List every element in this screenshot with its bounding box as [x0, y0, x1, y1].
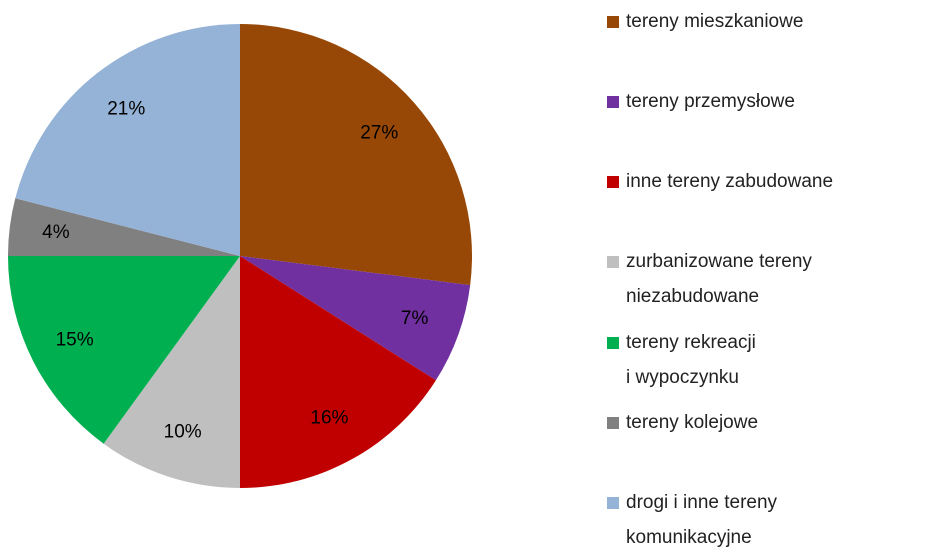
pie-slice: [240, 24, 473, 286]
legend-label: tereny przemysłowe: [626, 91, 795, 112]
data-label: 4%: [42, 222, 70, 243]
legend-label: tereny rekreacji i wypoczynku: [626, 332, 756, 388]
legend-swatch: [607, 176, 619, 188]
pie-slice: [103, 256, 240, 488]
data-label: 21%: [107, 98, 145, 119]
pie-slice: [240, 256, 436, 488]
legend-label: tereny mieszkaniowe: [626, 11, 804, 32]
legend-swatch: [607, 16, 619, 28]
legend-swatch: [607, 417, 619, 429]
pie-slice: [8, 198, 240, 256]
legend-label: zurbanizowane tereny niezabudowane: [626, 251, 812, 307]
data-label: 10%: [164, 422, 202, 443]
data-label: 16%: [310, 408, 348, 429]
pie-slice: [7, 256, 240, 444]
data-label: 27%: [360, 122, 398, 143]
legend-label: inne tereny zabudowane: [626, 171, 834, 192]
pie-slice: [15, 24, 240, 256]
legend-swatch: [607, 256, 619, 268]
data-label: 7%: [401, 308, 429, 329]
legend-swatch: [607, 96, 619, 108]
chart: 27% 7% 16% 10% 15% 4% 21%: [7, 24, 473, 488]
legend-label: drogi i inne tereny komunikacyjne: [626, 492, 778, 548]
data-label: 15%: [56, 329, 94, 350]
legend-swatch: [607, 497, 619, 509]
legend-label: tereny kolejowe: [626, 412, 759, 433]
legend-swatch: [607, 337, 619, 349]
pie-slice: [240, 256, 471, 381]
